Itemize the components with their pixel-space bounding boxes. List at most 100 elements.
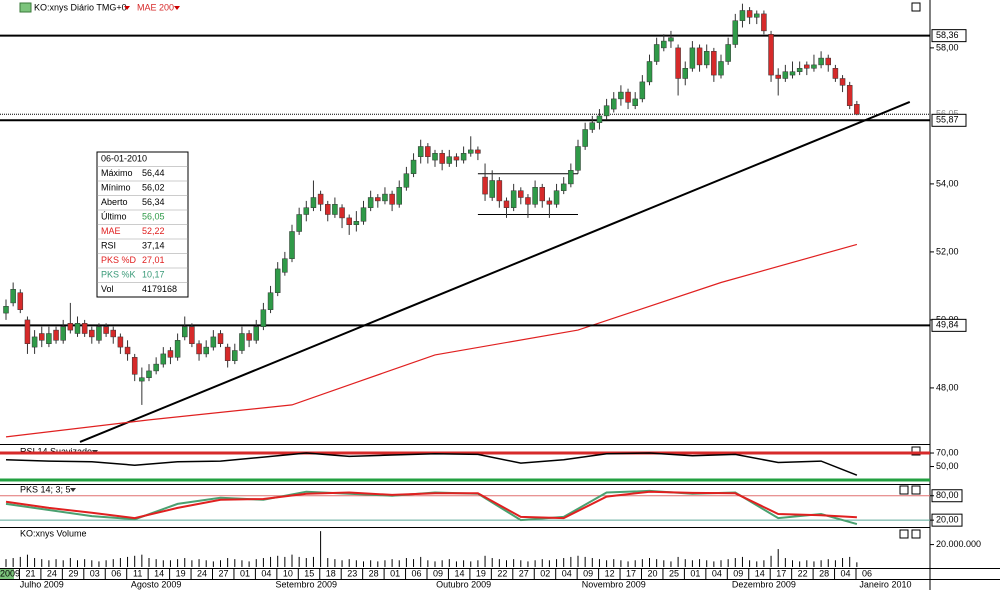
month-label: Dezembro 2009 — [732, 579, 796, 589]
candle-body — [446, 156, 453, 164]
date-label: 09 — [733, 568, 743, 578]
candle-body — [611, 98, 617, 110]
candle-body — [768, 34, 774, 76]
window-button[interactable] — [911, 2, 921, 12]
info-label: Aberto — [101, 197, 128, 207]
window-button[interactable] — [899, 529, 909, 539]
start-label: 2009 — [0, 568, 20, 578]
info-value: 56,02 — [142, 183, 165, 193]
candle-body — [546, 200, 553, 205]
date-label: 04 — [841, 568, 851, 578]
candle-body — [832, 68, 839, 79]
candle-body — [668, 37, 674, 42]
window-button[interactable] — [911, 485, 921, 495]
window-button[interactable] — [899, 485, 909, 495]
candle-body — [89, 329, 95, 338]
candle-body — [332, 204, 338, 215]
candle-body — [160, 353, 167, 365]
info-label: Máximo — [101, 168, 133, 178]
candle-body — [789, 71, 796, 76]
info-date: 06-01-2010 — [101, 154, 147, 164]
candle-body — [124, 346, 131, 355]
date-label: 22 — [497, 568, 507, 578]
candle-body — [260, 309, 267, 327]
candle-body — [346, 217, 352, 225]
candle-body — [246, 333, 252, 341]
candle-body — [632, 98, 638, 106]
month-label: Julho 2009 — [20, 579, 64, 589]
date-label: 24 — [197, 568, 207, 578]
candle-body — [167, 350, 174, 358]
info-label: PKS %K — [101, 270, 136, 280]
candle-body — [3, 306, 9, 314]
info-value: 37,14 — [142, 241, 165, 251]
candle-body — [39, 333, 45, 341]
candle-body — [403, 173, 410, 188]
candle-body — [818, 57, 824, 66]
candle-body — [475, 149, 481, 154]
y-tick-label: 20.000.000 — [936, 539, 981, 549]
candle-body — [117, 336, 124, 348]
date-label: 06 — [862, 568, 872, 578]
date-label: 28 — [369, 568, 379, 578]
candle-body — [482, 176, 488, 195]
dropdown-arrow[interactable] — [174, 6, 180, 10]
date-label: 12 — [605, 568, 615, 578]
candle-body — [539, 187, 545, 202]
volume-title[interactable]: KO:xnys Volume — [20, 528, 87, 538]
date-label: 04 — [261, 568, 271, 578]
dropdown-arrow[interactable] — [124, 6, 130, 10]
candle-body — [325, 204, 331, 215]
date-label: 10 — [283, 568, 293, 578]
candle-body — [804, 64, 810, 69]
candle-body — [24, 319, 31, 344]
window-button[interactable] — [911, 446, 921, 456]
info-label: MAE — [101, 226, 121, 236]
symbol-icon[interactable] — [19, 2, 32, 13]
candle-body — [103, 326, 109, 334]
candle-body — [360, 207, 367, 222]
overlay-title[interactable]: MAE 200 — [137, 2, 174, 12]
level-box — [931, 318, 967, 332]
dropdown-arrow[interactable] — [70, 488, 76, 492]
y-tick-label: 80,00 — [936, 490, 959, 500]
candle-body — [203, 346, 209, 355]
candle-body — [146, 370, 152, 378]
window-button[interactable] — [911, 529, 921, 539]
header-title[interactable]: KO:xnys Diário TMG+0 — [34, 2, 127, 12]
candle-body — [74, 323, 81, 334]
candle-body — [839, 78, 846, 86]
stoch-title[interactable]: PKS 14; 3; 5 — [20, 484, 71, 494]
candle-body — [746, 10, 753, 18]
candle-body — [532, 187, 538, 205]
candle-body — [375, 197, 381, 202]
info-box: 06-01-2010 Máximo 56,44 Mínimo 56,02 Aberto 56… — [96, 151, 189, 298]
candle-body — [439, 153, 445, 164]
y-tick-label: 54,00 — [936, 178, 959, 188]
candle-body — [17, 292, 24, 310]
candle-body — [646, 61, 653, 83]
date-label: 01 — [240, 568, 250, 578]
candle-body — [389, 193, 395, 205]
candle-body — [732, 20, 739, 45]
date-label: 17 — [776, 568, 786, 578]
candle-body — [825, 57, 831, 66]
candle-body — [217, 333, 224, 344]
date-label: 09 — [433, 568, 443, 578]
level-label: 58,36 — [936, 30, 959, 40]
candle-body — [317, 193, 324, 205]
date-label: 14 — [755, 568, 765, 578]
candle-body — [553, 190, 560, 205]
candle-body — [625, 91, 631, 103]
candle-body — [60, 326, 66, 341]
rsi-title[interactable]: RSI 14 Suavizado — [20, 446, 92, 456]
candle-body — [189, 326, 195, 344]
y-tick-label: 50,00 — [936, 461, 959, 471]
candle-body — [618, 91, 624, 100]
info-value: 56,34 — [142, 197, 165, 207]
candle-body — [696, 47, 703, 66]
candle-body — [560, 183, 567, 191]
month-label: Outubro 2009 — [436, 579, 491, 589]
level-box — [931, 29, 967, 43]
date-label: 29 — [68, 568, 78, 578]
